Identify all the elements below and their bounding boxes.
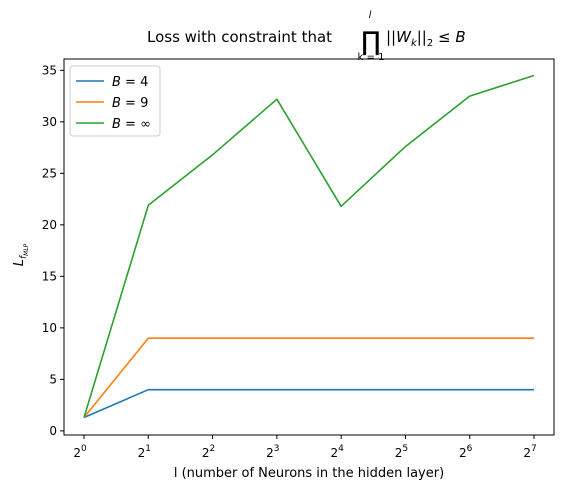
x-tick-base: 2	[330, 446, 338, 460]
chart-title-expression-main: ||W	[386, 28, 412, 46]
legend-label-variable: B	[112, 96, 121, 111]
x-tick-base: 2	[459, 446, 467, 460]
y-tick-label: 10	[42, 321, 57, 335]
x-tick-label: 27	[523, 444, 536, 460]
x-tick-label: 25	[395, 444, 408, 460]
chart-title-product-lower: k = 1	[358, 52, 385, 63]
legend-label-relation: = 4	[121, 75, 148, 90]
x-tick-label: 26	[459, 444, 473, 460]
chart-title-prefix: Loss with constraint that	[147, 28, 332, 46]
legend-label-relation: = ∞	[121, 117, 151, 132]
y-tick-label: 5	[49, 372, 57, 386]
x-tick-label: 21	[138, 444, 151, 460]
x-tick-base: 2	[523, 446, 531, 460]
y-tick-label: 30	[42, 115, 57, 129]
x-tick-label: 22	[202, 444, 215, 460]
series-line-1	[83, 388, 534, 419]
x-tick-exponent: 3	[274, 444, 280, 454]
y-tick-label: 25	[42, 166, 57, 180]
legend-label-variable: B	[112, 117, 121, 132]
x-tick-exponent: 0	[81, 444, 87, 454]
y-tick-label: 15	[42, 269, 57, 283]
x-tick-base: 2	[395, 446, 403, 460]
x-tick-exponent: 1	[145, 444, 151, 454]
plot-frame	[63, 58, 555, 436]
x-axis-ticks: 20 21 22 23 24 25 26 27	[73, 435, 537, 460]
chart-title-norm-sub: 2	[427, 38, 433, 49]
y-axis-label-sub: f	[19, 254, 29, 259]
y-axis-label: LfMLP	[12, 243, 30, 266]
y-axis-ticks: 0 5 10 15 20 25 30 35	[42, 63, 64, 438]
x-tick-base: 2	[73, 446, 81, 460]
x-tick-base: 2	[138, 446, 146, 460]
chart-title-relation: ≤ B	[433, 28, 465, 46]
legend-label-variable: B	[112, 75, 121, 90]
legend-label-3: B = ∞	[112, 117, 151, 132]
chart-title-product-symbol: ∏	[361, 27, 381, 57]
x-tick-base: 2	[266, 446, 274, 460]
legend-label-relation: = 9	[121, 96, 148, 111]
legend: B = 4B = 9B = ∞	[69, 65, 161, 137]
series-lines	[83, 74, 535, 419]
x-tick-exponent: 7	[531, 444, 537, 454]
y-tick-label: 35	[42, 63, 57, 77]
x-tick-exponent: 5	[402, 444, 408, 454]
legend-box	[69, 65, 161, 137]
x-tick-exponent: 2	[210, 444, 216, 454]
chart-title: Loss with constraint that l ∏ k = 1 ||Wk…	[147, 10, 466, 63]
x-axis-label: l (number of Neurons in the hidden layer…	[174, 466, 444, 481]
chart-title-product-upper: l	[369, 10, 372, 21]
legend-label-2: B = 9	[112, 96, 148, 111]
x-tick-exponent: 6	[467, 444, 473, 454]
chart-title-expression-sub: k	[411, 38, 418, 49]
series-line-2	[83, 337, 534, 419]
x-tick-label: 20	[73, 444, 87, 460]
x-tick-base: 2	[202, 446, 210, 460]
y-axis-label-base: L	[12, 259, 27, 266]
y-tick-label: 0	[49, 424, 57, 438]
x-tick-label: 24	[330, 444, 344, 460]
series-line-3	[83, 74, 535, 418]
chart-title-expression: ||Wk||2 ≤ B	[386, 28, 466, 49]
chart-title-expression-tail: ||	[417, 28, 427, 46]
y-tick-label: 20	[42, 218, 57, 232]
x-tick-exponent: 4	[338, 444, 344, 454]
legend-label-1: B = 4	[112, 75, 148, 90]
x-tick-label: 23	[266, 444, 279, 460]
y-axis-label-subsub: MLP	[23, 243, 30, 256]
